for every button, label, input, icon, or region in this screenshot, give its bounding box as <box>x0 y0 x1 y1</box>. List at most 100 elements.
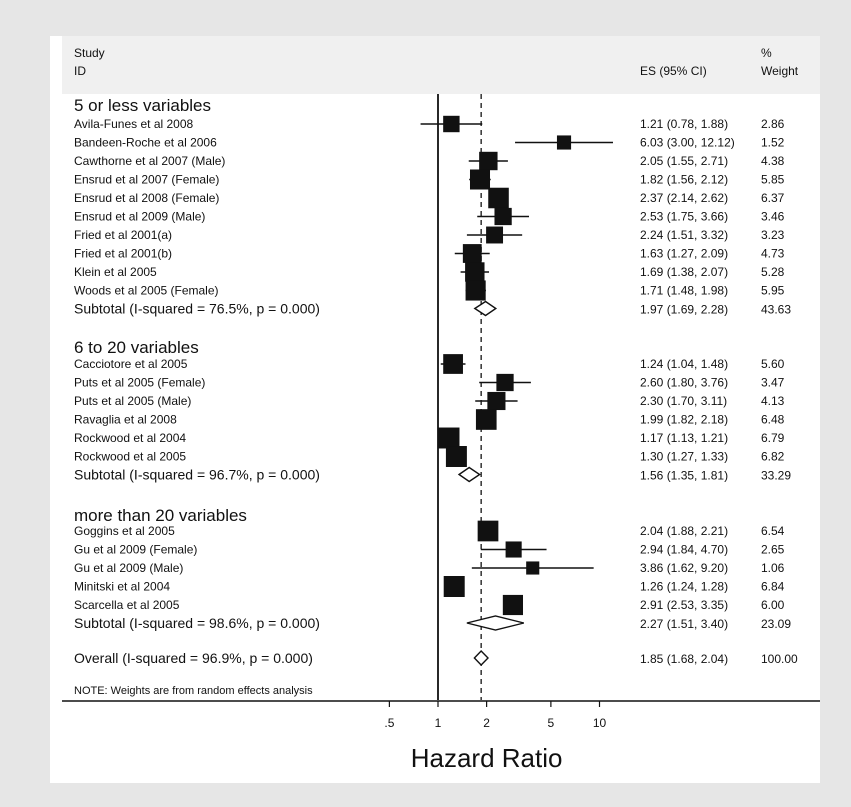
study-es-ci: 2.04 (1.88, 2.21) <box>640 524 728 538</box>
header-id: ID <box>74 64 86 78</box>
header-percent: % <box>761 46 772 60</box>
x-tick-label: 5 <box>548 716 555 730</box>
header-band <box>62 36 820 94</box>
study-es-ci: 1.26 (1.24, 1.28) <box>640 580 728 594</box>
subtotal-diamond <box>457 466 481 483</box>
study-weight-square <box>462 244 482 263</box>
subtotal-label: Subtotal (I-squared = 96.7%, p = 0.000) <box>74 467 320 483</box>
study-es-ci: 2.05 (1.55, 2.71) <box>640 154 728 168</box>
study-es-ci: 1.82 (1.56, 2.12) <box>640 173 728 187</box>
study-weight-square <box>556 135 572 150</box>
study-name: Klein et al 2005 <box>74 265 157 279</box>
header-weight: Weight <box>761 64 799 78</box>
weights-note: NOTE: Weights are from random effects an… <box>74 685 313 697</box>
study-weight: 6.37 <box>761 191 785 205</box>
study-es-ci: 1.21 (0.78, 1.88) <box>640 117 728 131</box>
study-es-ci: 6.03 (3.00, 12.12) <box>640 136 735 150</box>
study-weight: 2.65 <box>761 543 785 557</box>
study-weight: 5.28 <box>761 265 785 279</box>
study-es-ci: 1.71 (1.48, 1.98) <box>640 284 728 298</box>
study-name: Ensrud et al 2008 (Female) <box>74 191 219 205</box>
study-weight-square <box>526 561 540 575</box>
group-label: 5 or less variables <box>74 96 211 115</box>
x-axis-title: Hazard Ratio <box>411 743 563 773</box>
study-weight: 1.06 <box>761 561 785 575</box>
study-name: Gu et al 2009 (Male) <box>74 561 183 575</box>
subtotal-diamond <box>466 615 525 631</box>
study-name: Cawthorne et al 2007 (Male) <box>74 154 225 168</box>
study-weight: 3.46 <box>761 210 785 224</box>
study-name: Fried et al 2001(a) <box>74 228 172 242</box>
study-name: Puts et al 2005 (Female) <box>74 376 205 390</box>
plot-panel <box>50 36 820 783</box>
study-es-ci: 1.99 (1.82, 2.18) <box>640 413 728 427</box>
study-weight-square <box>502 594 524 616</box>
study-es-ci: 2.37 (2.14, 2.62) <box>640 191 728 205</box>
study-name: Goggins et al 2005 <box>74 524 175 538</box>
study-name: Ravaglia et al 2008 <box>74 413 177 427</box>
study-name: Gu et al 2009 (Female) <box>74 543 197 557</box>
study-name: Woods et al 2005 (Female) <box>74 284 219 298</box>
study-weight: 6.84 <box>761 580 785 594</box>
header-es: ES (95% CI) <box>640 64 707 78</box>
study-es-ci: 1.63 (1.27, 2.09) <box>640 247 728 261</box>
x-tick-label: .5 <box>384 716 394 730</box>
overall-weight: 100.00 <box>761 652 798 666</box>
study-weight: 5.85 <box>761 173 785 187</box>
overall-label: Overall (I-squared = 96.9%, p = 0.000) <box>74 650 313 666</box>
group-label: 6 to 20 variables <box>74 338 199 357</box>
header-study: Study <box>74 46 105 60</box>
study-weight: 4.73 <box>761 247 785 261</box>
subtotal-weight: 33.29 <box>761 469 791 483</box>
study-weight-square <box>465 262 485 282</box>
x-tick-label: 2 <box>483 716 490 730</box>
study-weight-square <box>496 373 514 392</box>
subtotal-label: Subtotal (I-squared = 76.5%, p = 0.000) <box>74 301 320 317</box>
study-weight: 6.54 <box>761 524 785 538</box>
study-es-ci: 2.60 (1.80, 3.76) <box>640 376 728 390</box>
study-weight: 3.47 <box>761 376 785 390</box>
subtotal-weight: 43.63 <box>761 303 791 317</box>
x-tick-label: 10 <box>593 716 607 730</box>
subtotal-label: Subtotal (I-squared = 98.6%, p = 0.000) <box>74 615 320 631</box>
subtotal-es-ci: 2.27 (1.51, 3.40) <box>640 617 728 631</box>
study-weight-square <box>445 446 467 467</box>
study-weight-square <box>443 576 465 597</box>
study-es-ci: 2.30 (1.70, 3.11) <box>640 394 727 408</box>
study-weight-square <box>438 427 460 449</box>
study-weight: 5.95 <box>761 284 785 298</box>
overall-es-ci: 1.85 (1.68, 2.04) <box>640 652 728 666</box>
study-weight-square <box>488 187 509 209</box>
study-es-ci: 1.17 (1.13, 1.21) <box>640 431 728 445</box>
study-name: Fried et al 2001(b) <box>74 247 172 261</box>
study-weight: 1.52 <box>761 136 785 150</box>
study-es-ci: 1.30 (1.27, 1.33) <box>640 450 728 464</box>
study-weight-square <box>477 520 499 542</box>
study-name: Rockwood et al 2004 <box>74 431 186 445</box>
study-weight-square <box>494 207 512 226</box>
group-label: more than 20 variables <box>74 506 247 525</box>
study-name: Rockwood et al 2005 <box>74 450 186 464</box>
study-weight: 5.60 <box>761 357 785 371</box>
subtotal-es-ci: 1.56 (1.35, 1.81) <box>640 469 728 483</box>
study-weight: 4.13 <box>761 394 785 408</box>
study-weight: 6.82 <box>761 450 785 464</box>
study-es-ci: 2.53 (1.75, 3.66) <box>640 210 728 224</box>
study-name: Ensrud et al 2007 (Female) <box>74 173 219 187</box>
study-weight-square <box>505 541 522 558</box>
study-es-ci: 2.24 (1.51, 3.32) <box>640 228 728 242</box>
study-weight-square <box>479 151 498 171</box>
study-weight-square <box>443 354 463 374</box>
study-weight-square <box>465 280 486 301</box>
study-name: Scarcella et al 2005 <box>74 598 180 612</box>
study-name: Bandeen-Roche et al 2006 <box>74 136 217 150</box>
study-weight: 6.48 <box>761 413 785 427</box>
x-tick-label: 1 <box>435 716 442 730</box>
study-name: Minitski et al 2004 <box>74 580 170 594</box>
study-weight-square <box>487 391 506 411</box>
study-weight-square <box>469 169 491 190</box>
subtotal-weight: 23.09 <box>761 617 791 631</box>
study-name: Avila-Funes et al 2008 <box>74 117 194 131</box>
study-name: Ensrud et al 2009 (Male) <box>74 210 205 224</box>
study-es-ci: 2.94 (1.84, 4.70) <box>640 543 728 557</box>
